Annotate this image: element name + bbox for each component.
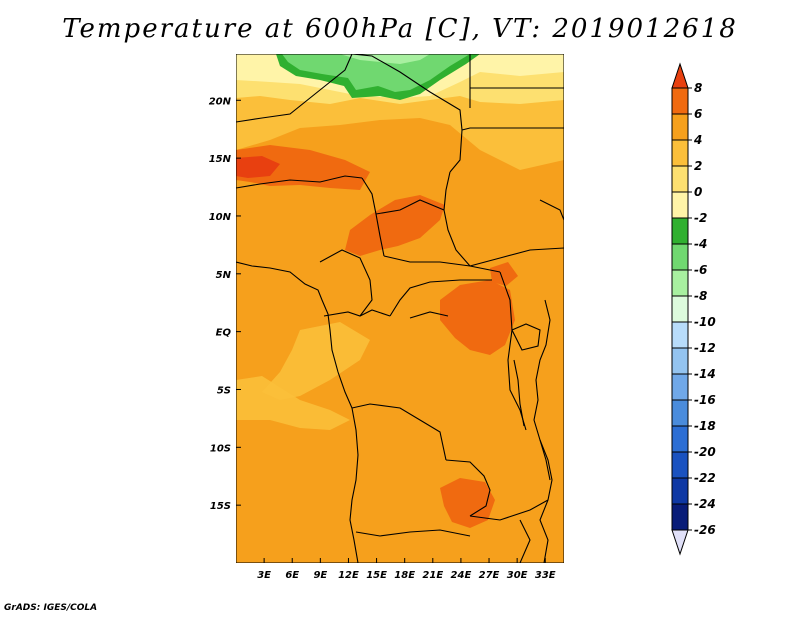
- colorbar-label: 6: [694, 107, 702, 121]
- border-car-south: [383, 255, 501, 273]
- temp-streak-coast: [236, 376, 350, 430]
- y-axis: 20N 15N 10N 5N EQ 5S 10S 15S: [209, 96, 241, 512]
- colorbar-swatch: [671, 373, 689, 401]
- y-tick-label: 15N: [209, 154, 232, 165]
- colorbar-swatch: [671, 113, 689, 141]
- border-chad-sudan: [443, 171, 471, 267]
- colorbar-swatch: [671, 165, 689, 193]
- colorbar-swatch: [671, 139, 689, 167]
- warm-pocket-east: [490, 262, 518, 286]
- colorbar-label: -20: [694, 445, 716, 459]
- x-tick-label: 12E: [338, 570, 359, 581]
- border-mozambique: [519, 519, 531, 563]
- lake-tanganyika: [513, 359, 525, 427]
- warm-pocket-sahel-west: [236, 145, 370, 190]
- border-car-north: [375, 199, 445, 215]
- colorbar-label: -12: [694, 341, 716, 355]
- colorbar-swatch: [671, 321, 689, 349]
- colorbar-swatch: [671, 347, 689, 375]
- border-niger-nigeria: [236, 175, 363, 189]
- colorbar-swatch: [671, 217, 689, 245]
- coastline-east-africa: [533, 299, 553, 563]
- colorbar-top-triangle: [671, 62, 689, 89]
- lake-victoria: [511, 323, 541, 351]
- border-niger-libya: [351, 54, 463, 173]
- colorbar-label: 4: [693, 133, 702, 147]
- border-angola-zambia: [445, 459, 491, 517]
- temp-streak-central-west: [262, 322, 370, 400]
- border-angola-namibia: [355, 529, 471, 537]
- colorbar-bottom-triangle: [671, 529, 689, 556]
- x-tick-label: 15E: [366, 570, 387, 581]
- warm-pocket-drc-east: [440, 280, 515, 355]
- y-tick-label: 5N: [216, 270, 232, 281]
- border-drc-angola: [351, 403, 447, 461]
- colorbar-label: -8: [694, 289, 707, 303]
- colorbar-label: -14: [694, 367, 716, 381]
- border-gabon-congo: [323, 309, 391, 317]
- grads-credit: GrADS: IGES/COLA: [4, 603, 98, 613]
- x-tick-label: 27E: [479, 570, 500, 581]
- colorbar-label: -6: [694, 263, 707, 277]
- x-tick-label: 30E: [507, 570, 528, 581]
- y-tick-label: 5S: [217, 385, 231, 396]
- colorbar-label: -24: [694, 497, 716, 511]
- colorbar-label: -4: [694, 237, 707, 251]
- colorbar-swatch: [671, 191, 689, 219]
- border-cameroon: [319, 249, 373, 317]
- colorbar-label: -22: [694, 471, 716, 485]
- chart-title: Temperature at 600hPa [C], VT: 201901261…: [62, 14, 738, 44]
- colorbar-label: -10: [694, 315, 716, 329]
- temp-band-m8-m6: [282, 54, 470, 92]
- x-tick-label: 21E: [422, 570, 443, 581]
- colorbar-swatch: [671, 295, 689, 323]
- colorbar-swatch: [671, 399, 689, 427]
- colorbar-label: 8: [694, 81, 702, 95]
- x-tick-label: 6E: [285, 570, 299, 581]
- x-tick-label: 24E: [451, 570, 472, 581]
- colorbar-label: 0: [694, 185, 702, 199]
- colorbar-swatch: [671, 477, 689, 505]
- border-congo-drc: [389, 279, 492, 317]
- colorbar-swatch: [671, 269, 689, 297]
- colorbar-label: -26: [694, 523, 716, 537]
- temp-band-coolest: [340, 54, 430, 64]
- border-sudan-chad-north: [461, 127, 564, 131]
- colorbar-swatch: [671, 503, 689, 531]
- warm-pocket-south: [440, 478, 495, 528]
- border-ethiopia: [539, 199, 564, 221]
- y-tick-label: 15S: [210, 501, 231, 512]
- x-axis: 3E 6E 9E 12E 15E 18E 21E 24E 27E 30E 33E: [257, 558, 556, 581]
- coastline-west-africa: [236, 261, 359, 563]
- border-mali-niger: [236, 54, 353, 123]
- border-sudan-south: [469, 247, 564, 267]
- x-tick-label: 3E: [257, 570, 271, 581]
- colorbar-label: -16: [694, 393, 716, 407]
- x-tick-label: 18E: [394, 570, 415, 581]
- colorbar-label: -18: [694, 419, 716, 433]
- y-tick-label: 20N: [209, 96, 232, 107]
- colorbar-swatch: [671, 451, 689, 479]
- colorbar: 8 6 4 2 0 -2 -4 -6 -8 -10 -12 -14 -16 -18 -20 -22 -24 -26: [671, 62, 716, 556]
- x-tick-label: 9E: [313, 570, 327, 581]
- river-congo: [409, 311, 449, 319]
- x-tick-label: 33E: [535, 570, 556, 581]
- warm-pocket-central: [345, 195, 445, 256]
- colorbar-label: 2: [694, 159, 702, 173]
- border-drc-east: [499, 271, 527, 431]
- colorbar-swatch: [671, 425, 689, 453]
- colorbar-swatch: [671, 243, 689, 271]
- lake-malawi: [539, 439, 551, 481]
- boundaries: [236, 54, 564, 563]
- map-panel: [236, 54, 564, 563]
- y-tick-label: 10S: [210, 443, 231, 454]
- colorbar-swatch: [671, 87, 689, 115]
- y-tick-label: EQ: [216, 328, 232, 339]
- y-tick-label: 10N: [209, 212, 232, 223]
- hot-spot-sahel: [236, 156, 280, 178]
- colorbar-label: -2: [694, 211, 707, 225]
- border-zambia-south: [469, 499, 549, 521]
